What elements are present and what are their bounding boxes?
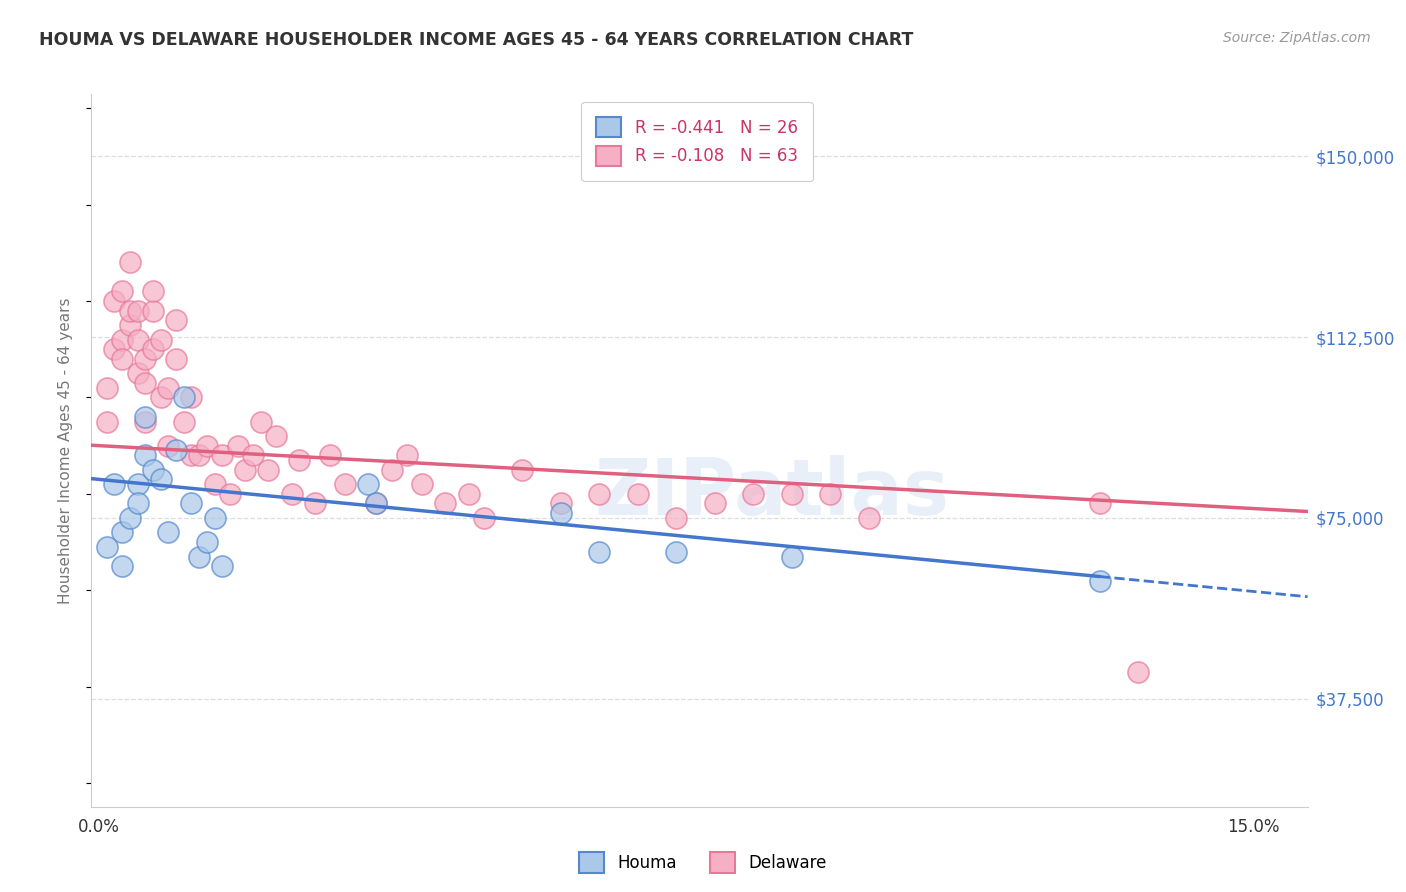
Point xyxy=(96,540,118,554)
Point xyxy=(211,559,233,574)
Point xyxy=(457,487,479,501)
Point xyxy=(204,477,226,491)
Point xyxy=(820,487,842,501)
Point xyxy=(288,453,311,467)
Point xyxy=(627,487,650,501)
Point xyxy=(134,376,156,390)
Text: ZIPatlas: ZIPatlas xyxy=(595,455,950,532)
Point xyxy=(173,391,195,405)
Point xyxy=(134,351,156,366)
Point xyxy=(703,496,725,510)
Point xyxy=(180,496,202,510)
Point xyxy=(780,487,803,501)
Point xyxy=(188,549,211,564)
Point xyxy=(165,351,187,366)
Point xyxy=(395,448,418,462)
Point xyxy=(127,477,149,491)
Point xyxy=(188,448,211,462)
Point xyxy=(366,496,388,510)
Point xyxy=(319,448,342,462)
Point xyxy=(434,496,457,510)
Point xyxy=(111,525,134,540)
Point xyxy=(142,303,165,318)
Point xyxy=(127,333,149,347)
Text: HOUMA VS DELAWARE HOUSEHOLDER INCOME AGES 45 - 64 YEARS CORRELATION CHART: HOUMA VS DELAWARE HOUSEHOLDER INCOME AGE… xyxy=(39,31,914,49)
Point xyxy=(149,333,172,347)
Point xyxy=(550,506,572,520)
Point xyxy=(149,472,172,486)
Point xyxy=(134,448,156,462)
Point xyxy=(103,477,125,491)
Point xyxy=(165,443,187,458)
Point xyxy=(111,351,134,366)
Point xyxy=(142,463,165,477)
Point xyxy=(103,342,125,356)
Point xyxy=(157,525,180,540)
Point xyxy=(665,545,688,559)
Point xyxy=(173,415,195,429)
Point xyxy=(588,545,610,559)
Point xyxy=(180,391,202,405)
Point xyxy=(134,409,156,424)
Point xyxy=(242,448,264,462)
Point xyxy=(118,303,141,318)
Point xyxy=(1088,496,1111,510)
Point xyxy=(111,285,134,299)
Point xyxy=(550,496,572,510)
Point xyxy=(165,313,187,327)
Point xyxy=(127,367,149,381)
Point xyxy=(142,285,165,299)
Point xyxy=(219,487,242,501)
Point xyxy=(118,255,141,269)
Point xyxy=(335,477,357,491)
Point xyxy=(211,448,233,462)
Point xyxy=(118,318,141,332)
Point xyxy=(127,303,149,318)
Point xyxy=(157,381,180,395)
Point xyxy=(249,415,271,429)
Point xyxy=(257,463,280,477)
Point xyxy=(1088,574,1111,588)
Point xyxy=(195,439,218,453)
Point xyxy=(103,293,125,308)
Point xyxy=(588,487,610,501)
Y-axis label: Householder Income Ages 45 - 64 years: Householder Income Ages 45 - 64 years xyxy=(58,297,73,604)
Point xyxy=(111,333,134,347)
Point xyxy=(280,487,302,501)
Point xyxy=(512,463,534,477)
Point xyxy=(366,496,388,510)
Point xyxy=(180,448,202,462)
Point xyxy=(111,559,134,574)
Point xyxy=(96,381,118,395)
Point xyxy=(127,496,149,510)
Point xyxy=(472,511,495,525)
Point xyxy=(665,511,688,525)
Point xyxy=(204,511,226,525)
Point xyxy=(226,439,249,453)
Point xyxy=(411,477,433,491)
Point xyxy=(780,549,803,564)
Point xyxy=(304,496,326,510)
Point xyxy=(357,477,380,491)
Legend: R = -0.441   N = 26, R = -0.108   N = 63: R = -0.441 N = 26, R = -0.108 N = 63 xyxy=(582,102,813,181)
Point xyxy=(381,463,404,477)
Point xyxy=(233,463,256,477)
Text: Source: ZipAtlas.com: Source: ZipAtlas.com xyxy=(1223,31,1371,45)
Point xyxy=(742,487,765,501)
Point xyxy=(142,342,165,356)
Point xyxy=(149,391,172,405)
Point xyxy=(118,511,141,525)
Legend: Houma, Delaware: Houma, Delaware xyxy=(572,846,834,880)
Point xyxy=(264,429,287,443)
Point xyxy=(1128,665,1150,680)
Point xyxy=(157,439,180,453)
Point xyxy=(134,415,156,429)
Point xyxy=(96,415,118,429)
Point xyxy=(195,535,218,549)
Point xyxy=(858,511,880,525)
